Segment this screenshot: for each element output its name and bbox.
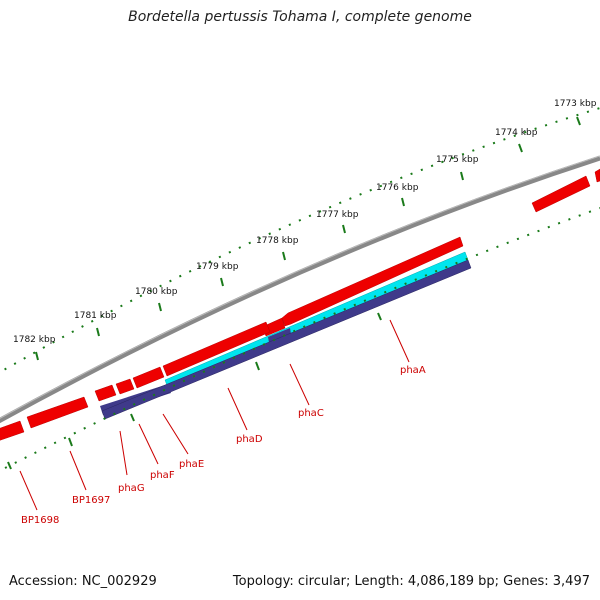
major-tick	[460, 171, 464, 181]
genome-summary-text: Topology: circular; Length: 4,086,189 bp…	[232, 574, 590, 589]
leader-line	[19, 470, 38, 511]
major-tick	[576, 116, 581, 126]
major-tick	[342, 224, 346, 234]
navy-feature-track	[101, 259, 472, 420]
gene-label-phaD: phaD	[236, 434, 263, 445]
leader-line	[389, 319, 410, 363]
kbp-label: 1777 kbp	[316, 210, 359, 220]
outer-tick-dots	[0, 107, 600, 374]
genome-backbone	[0, 155, 600, 424]
genome-backbone-highlight	[0, 155, 600, 419]
feature-tracks	[100, 251, 472, 420]
gene-label-phaE: phaE	[179, 459, 204, 470]
major-tick	[7, 461, 12, 470]
gene-BP1697-arrow	[26, 396, 89, 429]
gene-label-phaG: phaG	[118, 483, 145, 494]
outer-tick-track	[0, 107, 600, 374]
kbp-labels: 1773 kbp 1774 kbp 1775 kbp 1776 kbp 1777…	[13, 99, 597, 345]
kbp-label: 1779 kbp	[196, 262, 239, 272]
gene-phaD-arrow	[162, 321, 271, 377]
gene-phaA-arrow	[281, 236, 464, 327]
major-tick	[255, 361, 260, 371]
leader-line	[138, 423, 159, 465]
gene-phaE-arrow	[132, 366, 165, 389]
map-title: Bordetella pertussis Tohama I, complete …	[128, 9, 472, 25]
gene-BP1698-arrow	[0, 420, 25, 441]
gene-labels: phaA phaC phaD phaE phaF phaG BP1697 BP1…	[21, 365, 426, 526]
gene-phaG-arrow	[94, 384, 117, 402]
major-tick	[518, 143, 523, 153]
major-tick	[35, 351, 39, 361]
gene-arrow	[594, 168, 600, 183]
major-tick	[68, 437, 73, 447]
forward-genes	[0, 168, 600, 441]
leader-line	[227, 387, 248, 431]
inner-tick-dots	[4, 207, 600, 469]
gene-arrow	[531, 175, 591, 213]
major-tick	[96, 327, 100, 337]
kbp-label: 1773 kbp	[554, 99, 597, 109]
leader-line	[69, 450, 87, 491]
kbp-label: 1781 kbp	[74, 311, 117, 321]
kbp-label: 1775 kbp	[436, 155, 479, 165]
gene-label-phaF: phaF	[150, 470, 175, 481]
major-tick	[220, 277, 224, 287]
major-tick	[401, 197, 405, 207]
gene-label-BP1697: BP1697	[72, 495, 110, 506]
kbp-label: 1782 kbp	[13, 335, 56, 345]
major-tick	[377, 312, 382, 321]
gene-label-phaA: phaA	[400, 365, 426, 376]
inner-tick-track	[4, 207, 600, 470]
gene-label-BP1698: BP1698	[21, 515, 59, 526]
leader-line	[162, 413, 189, 455]
kbp-label: 1776 kbp	[376, 183, 419, 193]
gene-label-phaC: phaC	[298, 408, 324, 419]
kbp-label: 1774 kbp	[495, 128, 538, 138]
major-tick	[158, 302, 162, 312]
label-leader-lines	[19, 319, 410, 511]
leader-line	[119, 430, 128, 476]
gene-phaF-arrow	[115, 378, 135, 395]
kbp-label: 1778 kbp	[256, 236, 299, 246]
kbp-label: 1780 kbp	[135, 287, 178, 297]
major-tick	[282, 251, 286, 261]
leader-line	[289, 363, 310, 406]
major-tick	[130, 413, 135, 422]
accession-text: Accession: NC_002929	[9, 574, 157, 589]
